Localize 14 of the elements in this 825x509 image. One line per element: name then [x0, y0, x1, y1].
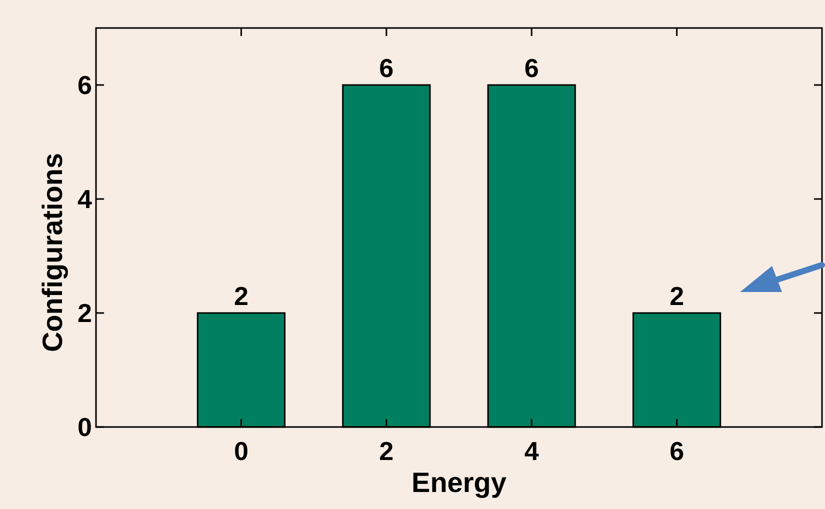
y-tick-label: 2 [78, 298, 92, 328]
x-tick-label: 2 [379, 436, 394, 466]
data-label: 6 [524, 53, 539, 83]
x-tick-label: 6 [670, 436, 684, 466]
y-tick-label: 4 [78, 184, 93, 214]
data-label: 6 [379, 53, 394, 83]
x-tick-label: 0 [234, 436, 248, 466]
y-tick-label: 0 [78, 412, 92, 442]
data-label: 2 [234, 281, 248, 311]
x-axis-title: Energy [412, 467, 507, 498]
y-tick-label: 6 [78, 70, 92, 100]
y-axis-title: Configurations [37, 152, 68, 352]
x-tick-label: 4 [524, 436, 540, 466]
data-label: 2 [670, 281, 684, 311]
